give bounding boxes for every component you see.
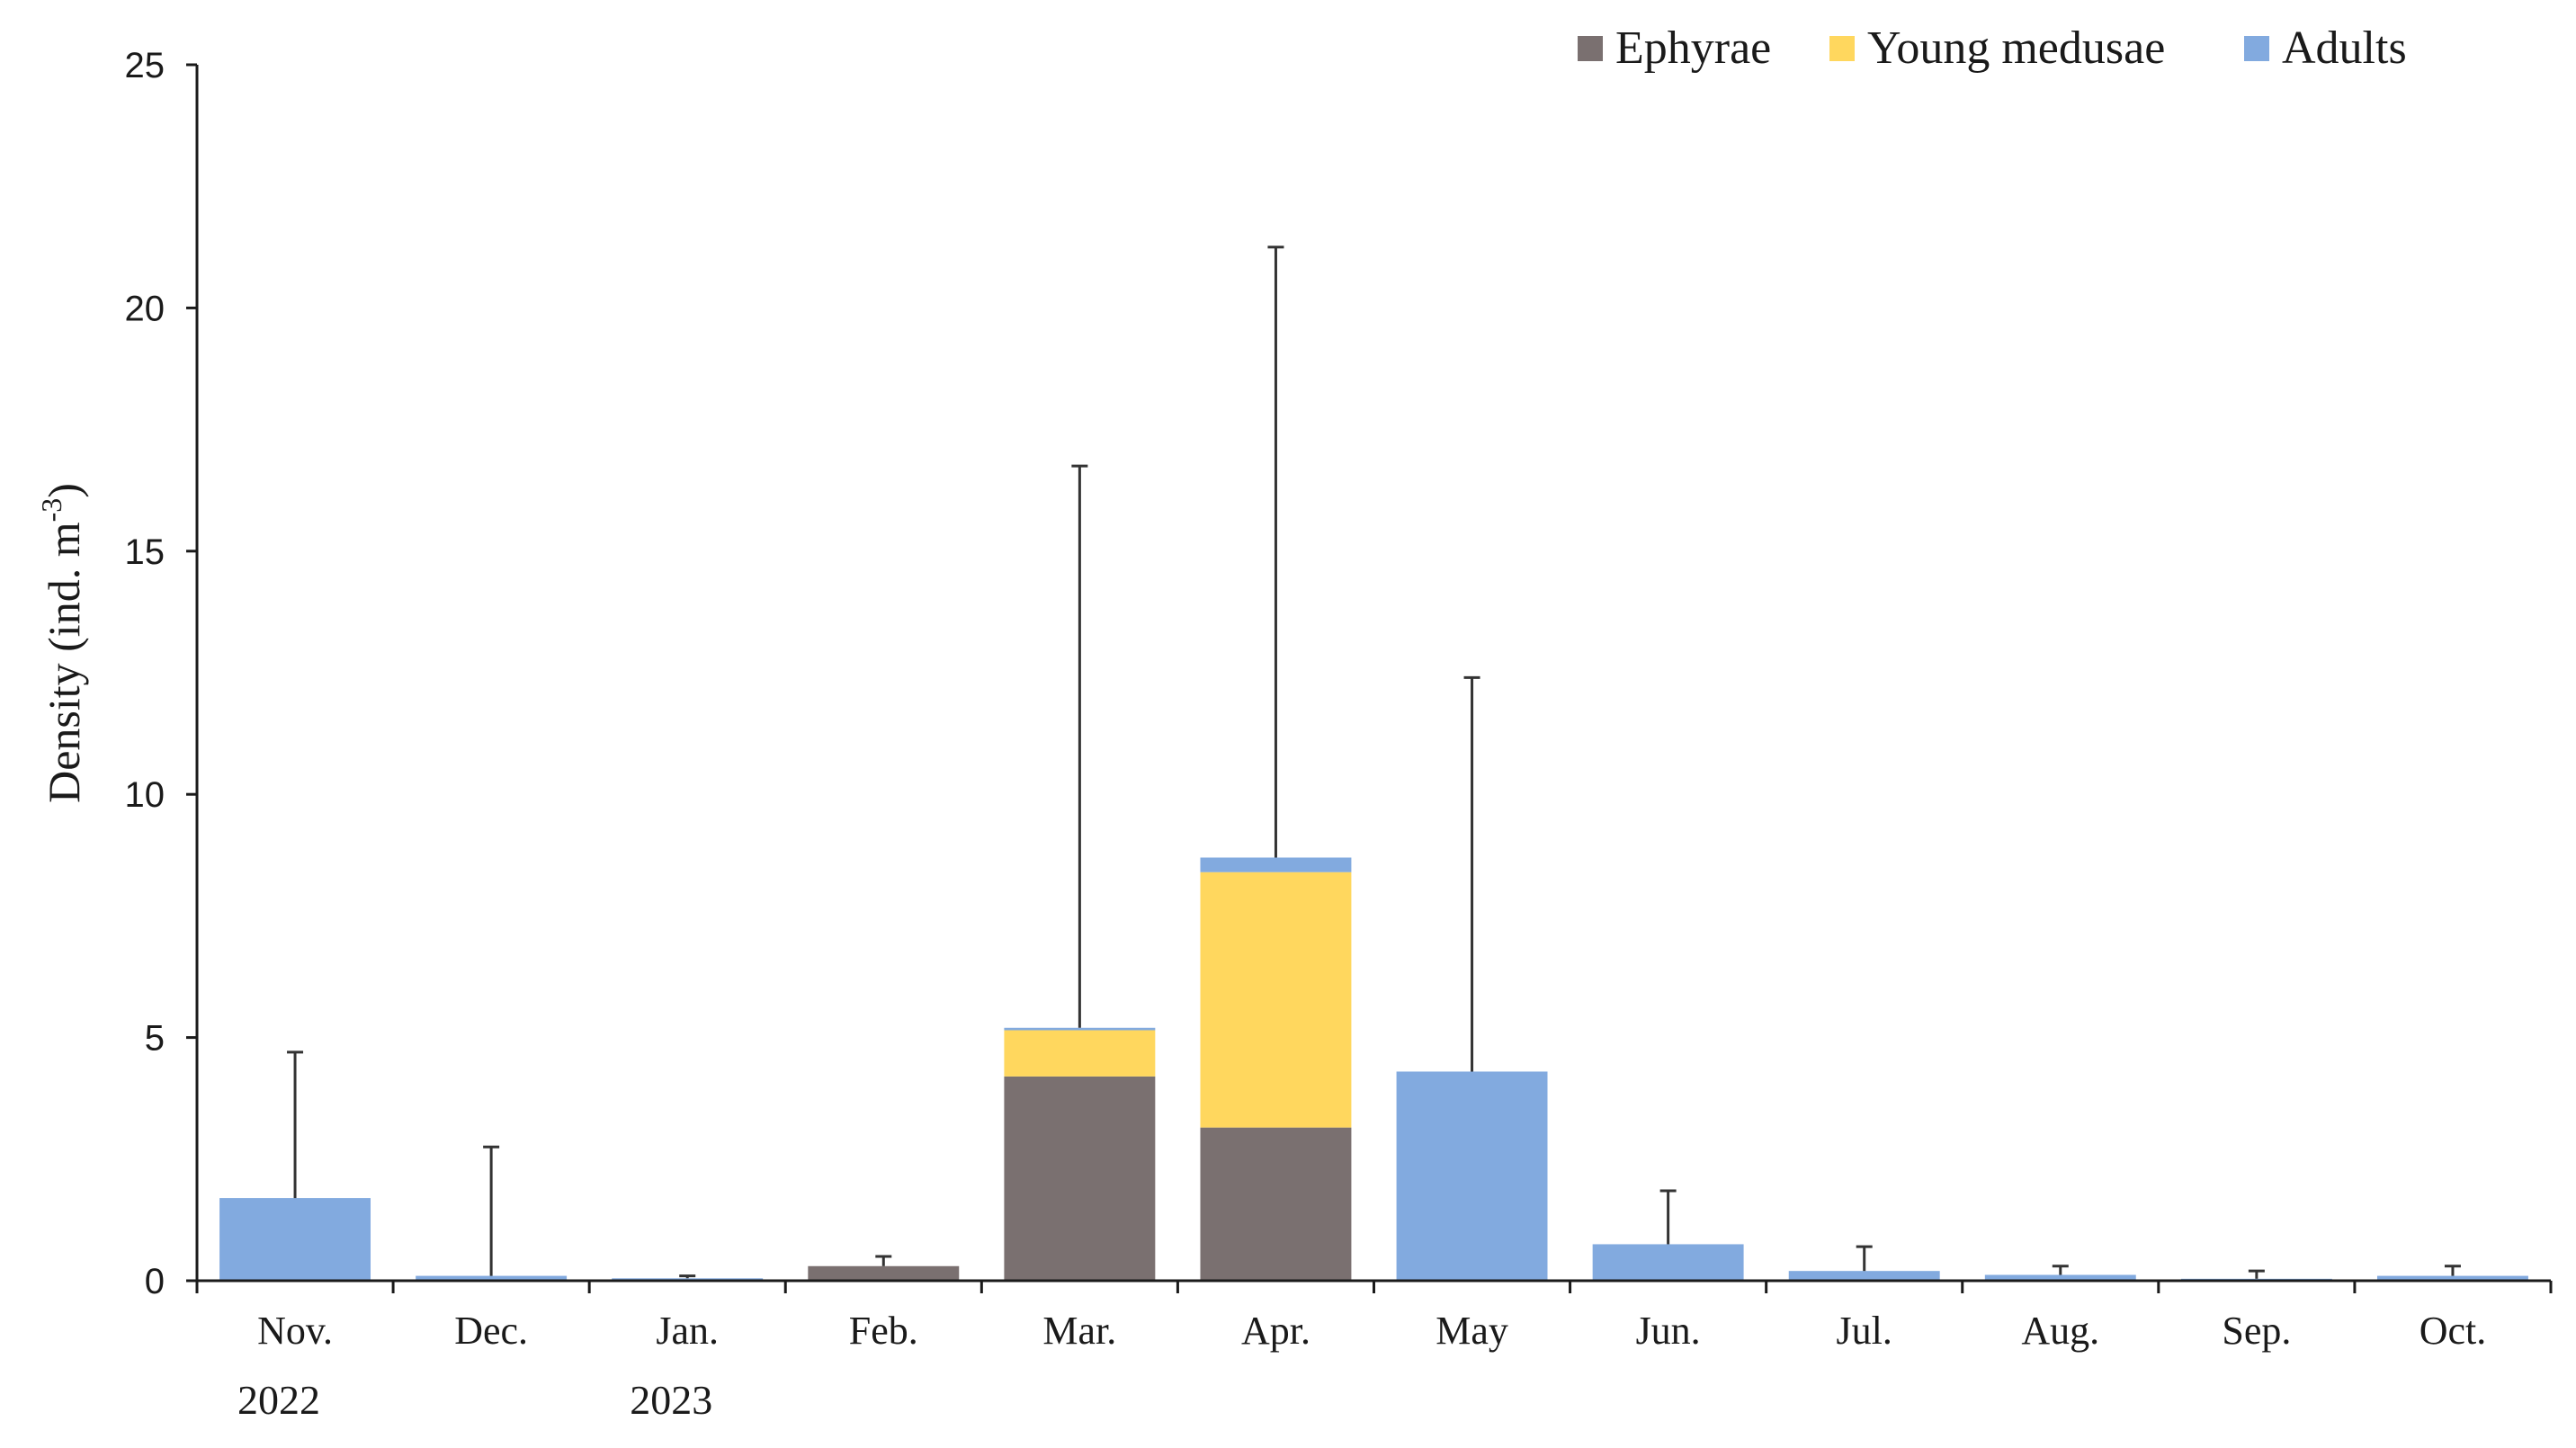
x-tick-label-mar: Mar. <box>1042 1309 1116 1353</box>
axes-layer <box>195 65 2551 1283</box>
x-tick-label-aug: Aug. <box>2021 1309 2099 1353</box>
y-tick-label: 5 <box>145 1019 165 1059</box>
x-tick-label-jan: Jan. <box>656 1309 719 1353</box>
y-axis-title: Density (ind. m-3) <box>35 483 89 803</box>
legend-swatch-ephyrae <box>1578 36 1603 61</box>
bar-nov-adults <box>219 1198 371 1281</box>
x-ticks: Nov. Dec. Jan. Feb. Mar. Apr. May Jun. Jul. Aug. S… <box>195 1281 2553 1423</box>
bar-feb-ephyrae <box>808 1265 960 1281</box>
x-tick-label-jun: Jun. <box>1636 1309 1701 1353</box>
legend-swatch-young-medusae <box>1829 36 1855 61</box>
bar-aug-adults <box>1984 1274 2136 1281</box>
y-tick-label: 15 <box>125 532 165 572</box>
bar-jun-adults <box>1592 1244 1744 1281</box>
bar-may-adults <box>1396 1071 1548 1281</box>
bar-apr-ephyrae <box>1200 1127 1352 1281</box>
y-tick-label: 0 <box>145 1262 165 1301</box>
year-label-2022: 2022 <box>237 1377 320 1423</box>
error-bars-layer <box>287 246 2461 1279</box>
x-tick-label-may: May <box>1436 1309 1508 1353</box>
bars-layer <box>219 857 2528 1281</box>
bar-mar-adults <box>1004 1027 1156 1031</box>
bar-dec-adults <box>416 1275 568 1281</box>
legend-label-ephyrae: Ephyrae <box>1615 22 1771 74</box>
bar-apr-adults <box>1200 857 1352 872</box>
bar-mar-ephyrae <box>1004 1076 1156 1281</box>
y-tick-label: 20 <box>125 289 165 328</box>
y-axis-title-end: ) <box>39 483 89 498</box>
x-tick-label-jul: Jul. <box>1837 1309 1892 1353</box>
x-tick-label-oct: Oct. <box>2419 1309 2487 1353</box>
bar-mar-young-medusae <box>1004 1030 1156 1077</box>
y-axis-title-main: Density (ind. m <box>39 522 89 803</box>
y-tick-label: 25 <box>125 46 165 85</box>
x-tick-label-dec: Dec. <box>454 1309 528 1353</box>
legend-swatch-adults <box>2244 36 2269 61</box>
y-tick-label: 10 <box>125 775 165 815</box>
legend-label-adults: Adults <box>2282 22 2407 74</box>
bar-jul-adults <box>1788 1271 1940 1281</box>
year-label-2023: 2023 <box>630 1377 712 1423</box>
x-tick-label-apr: Apr. <box>1241 1309 1310 1353</box>
bar-oct-adults <box>2376 1275 2528 1281</box>
y-ticks: 0 5 10 15 20 25 <box>125 46 197 1301</box>
legend-label-young-medusae: Young medusae <box>1867 22 2165 74</box>
x-tick-label-feb: Feb. <box>849 1309 918 1353</box>
x-tick-label-sep: Sep. <box>2222 1309 2291 1353</box>
bar-apr-young-medusae <box>1200 871 1352 1128</box>
x-tick-label-nov: Nov. <box>257 1309 333 1353</box>
legend: Ephyrae Young medusae Adults <box>1578 22 2407 74</box>
y-axis-title-superscript: -3 <box>35 498 67 523</box>
